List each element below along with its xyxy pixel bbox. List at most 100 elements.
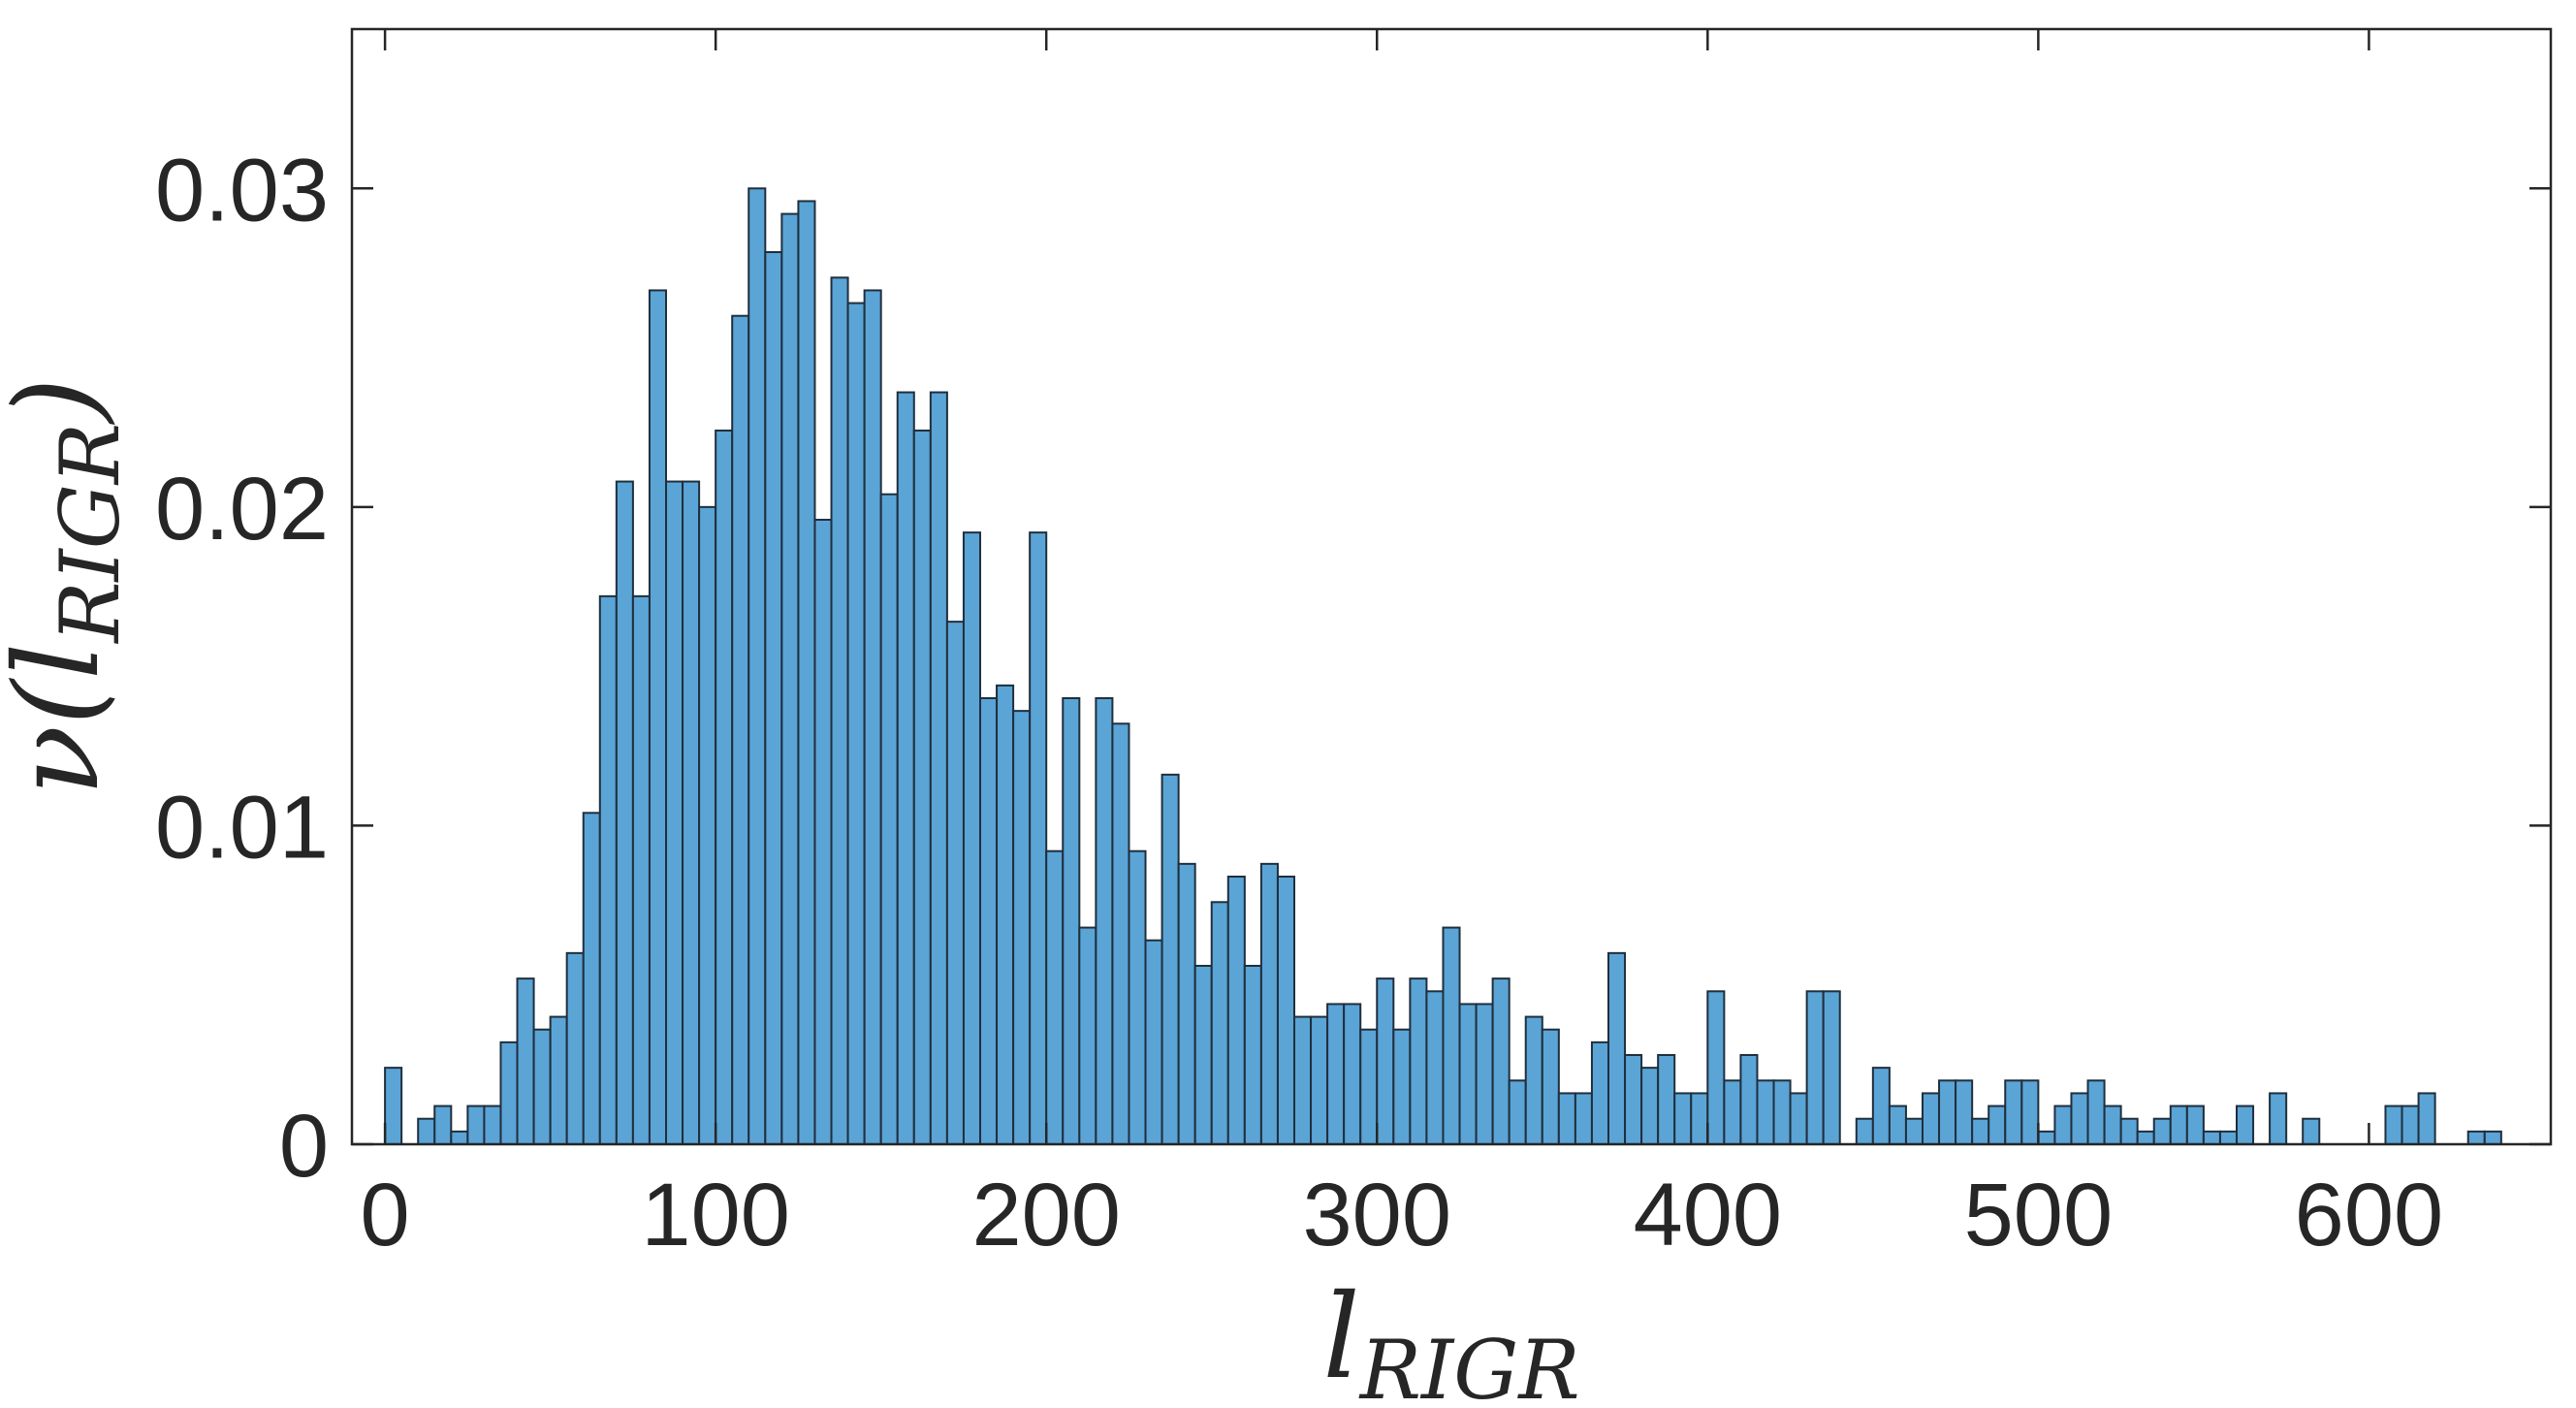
y-tick-labels: 0 0.01 0.02 0.03 xyxy=(155,141,329,1196)
histogram-bar xyxy=(1293,1015,1313,1145)
histogram-bar xyxy=(1392,1028,1412,1145)
histogram-bar xyxy=(631,594,651,1145)
histogram-bar xyxy=(1095,697,1114,1145)
histogram-bar xyxy=(2269,1092,2288,1146)
histogram-bar xyxy=(1491,977,1511,1146)
histogram-bar xyxy=(912,430,932,1145)
histogram-bar xyxy=(2466,1130,2486,1146)
histogram-bar xyxy=(1557,1092,1576,1146)
histogram-bar xyxy=(1888,1104,1907,1145)
histogram-bar xyxy=(1226,876,1246,1145)
histogram-bar xyxy=(565,951,585,1145)
y-tick-label: 0.01 xyxy=(155,778,329,877)
histogram-bar xyxy=(1739,1054,1759,1145)
histogram-bar xyxy=(1078,926,1097,1145)
x-axis-title-sub: RIGR xyxy=(1358,1323,1580,1408)
histogram-bar xyxy=(1409,977,1428,1146)
histogram-bar xyxy=(797,200,816,1145)
histogram-bar xyxy=(929,391,948,1146)
histogram-bar xyxy=(863,289,882,1145)
y-axis-title-close: ) xyxy=(0,377,125,426)
histogram-bar xyxy=(598,594,618,1145)
histogram-bar xyxy=(962,531,982,1145)
y-tick-label: 0 xyxy=(279,1097,329,1196)
x-axis-title: lRIGR xyxy=(1322,1270,1579,1408)
y-axis-title-main: ν(l xyxy=(0,643,125,796)
histogram-bar xyxy=(2401,1104,2420,1145)
histogram-bar xyxy=(384,1067,403,1145)
histogram-bar xyxy=(715,430,734,1145)
plot-frame xyxy=(350,27,2553,1146)
histogram-bar xyxy=(1045,849,1065,1145)
histogram-bars xyxy=(384,187,2502,1146)
histogram-bar xyxy=(499,1040,519,1146)
histogram-bar xyxy=(433,1104,453,1145)
histogram-bar xyxy=(1640,1067,1660,1145)
histogram-bar xyxy=(1955,1079,1974,1146)
histogram-bar xyxy=(582,812,601,1145)
histogram-bar xyxy=(1029,531,1048,1145)
histogram-bar xyxy=(2236,1104,2255,1145)
histogram-bar xyxy=(665,480,684,1146)
histogram-bar xyxy=(2070,1092,2089,1146)
histogram-bar xyxy=(2152,1117,2172,1145)
histogram-bar xyxy=(1723,1079,1742,1146)
histogram-bar xyxy=(996,684,1015,1145)
histogram-bar xyxy=(2086,1079,2106,1146)
x-tick-label: 0 xyxy=(361,1166,410,1264)
histogram-bar xyxy=(1938,1079,1957,1146)
histogram-bar xyxy=(747,187,767,1146)
histogram-bar xyxy=(1259,862,1279,1145)
histogram-bar xyxy=(896,391,915,1146)
histogram-bar xyxy=(764,251,783,1145)
histogram-bar xyxy=(1425,990,1445,1145)
histogram-bar xyxy=(1706,990,1726,1145)
histogram-bar xyxy=(483,1104,502,1145)
histogram-bar xyxy=(731,314,750,1145)
histogram-bar xyxy=(2169,1104,2188,1145)
histogram-bar xyxy=(2119,1117,2139,1145)
histogram-bar xyxy=(2020,1079,2040,1146)
histogram-bar xyxy=(1210,901,1229,1145)
y-tick-label: 0.03 xyxy=(155,141,329,240)
histogram-bar xyxy=(1161,773,1180,1145)
x-tick-label: 200 xyxy=(971,1166,1121,1264)
histogram-bar xyxy=(1062,697,1081,1145)
histogram-bar xyxy=(1871,1067,1891,1145)
histogram-bar xyxy=(2185,1104,2205,1145)
histogram-bar xyxy=(2202,1130,2221,1146)
histogram-bar xyxy=(1690,1092,1709,1146)
histogram-bar xyxy=(1144,939,1163,1146)
x-tick-labels: 0 100 200 300 400 500 600 xyxy=(361,1166,2444,1264)
histogram-bar xyxy=(1359,1028,1379,1145)
histogram-bar xyxy=(1111,722,1130,1145)
histogram-bar xyxy=(2483,1130,2502,1146)
histogram-bar xyxy=(2417,1092,2436,1146)
histogram-bar xyxy=(1128,849,1147,1145)
histogram-bar xyxy=(1243,965,1262,1145)
histogram-bar xyxy=(2037,1130,2056,1146)
histogram-bar xyxy=(532,1028,552,1145)
histogram-bar xyxy=(1673,1092,1693,1146)
histogram-bar xyxy=(466,1104,486,1145)
histogram-bar xyxy=(1442,926,1461,1145)
histogram-bar xyxy=(2103,1104,2122,1145)
histogram-bar xyxy=(1904,1117,1924,1145)
histogram-bar xyxy=(417,1117,436,1145)
histogram-bar xyxy=(549,1015,568,1145)
histogram-bar xyxy=(1607,951,1627,1145)
histogram-bar xyxy=(1805,990,1825,1145)
histogram-bar xyxy=(2004,1079,2023,1146)
x-tick-label: 500 xyxy=(1964,1166,2114,1264)
histogram-bar xyxy=(1855,1117,1874,1145)
histogram-bar xyxy=(1657,1054,1676,1145)
y-axis-title-sub: RIGR xyxy=(43,423,138,645)
histogram-bar xyxy=(945,621,965,1145)
histogram-bar xyxy=(1177,862,1196,1145)
histogram-bar xyxy=(1772,1079,1792,1146)
histogram-bar xyxy=(1988,1104,2007,1145)
histogram-bar xyxy=(1012,710,1032,1146)
histogram-bar xyxy=(1326,1003,1346,1146)
histogram-bar xyxy=(648,289,668,1145)
y-axis-title: ν(lRIGR) xyxy=(0,377,138,796)
